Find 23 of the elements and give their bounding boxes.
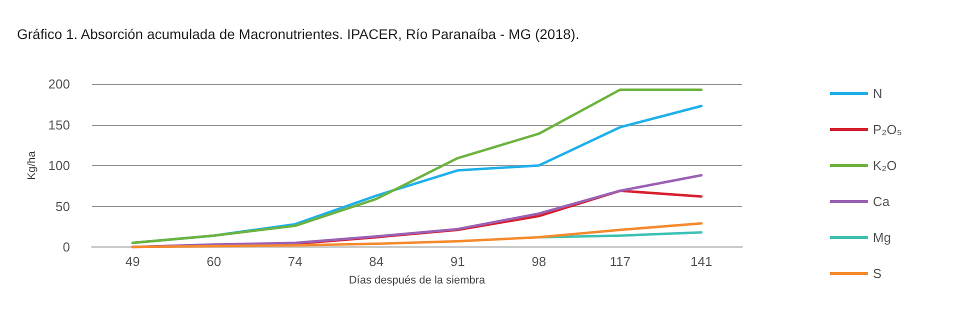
y-tick-label: 50 xyxy=(56,198,70,214)
y-tick-label: 200 xyxy=(48,76,70,92)
x-tick-label: 117 xyxy=(610,254,630,269)
legend-label: P₂O₅ xyxy=(872,122,902,137)
x-tick-label: 49 xyxy=(125,254,140,269)
legend-label: S xyxy=(872,266,882,281)
line-series xyxy=(131,222,703,248)
x-tick-label: 84 xyxy=(369,254,384,269)
legend-label: N xyxy=(872,86,882,101)
x-tick-label: 60 xyxy=(206,254,222,269)
x-tick-label: 98 xyxy=(532,254,546,269)
y-tick-label: 0 xyxy=(62,240,70,254)
x-axis-title: Días después de la siembra xyxy=(348,274,486,286)
x-tick-label: 74 xyxy=(288,254,302,269)
y-axis-title: Kg/ha xyxy=(26,150,38,180)
y-tick-label: 100 xyxy=(48,158,70,173)
x-tick-label: 91 xyxy=(450,254,465,269)
x-tick-label: 141 xyxy=(690,254,712,269)
legend-label: Ca xyxy=(872,194,890,209)
legend-label: Mg xyxy=(872,230,891,245)
y-tick-label: 150 xyxy=(48,117,70,132)
legend-label: K₂O xyxy=(872,158,897,173)
chart-title: Gráfico 1. Absorción acumulada de Macronutrientes. IPACER, Río Paranaíba - MG (2018). xyxy=(17,26,580,42)
